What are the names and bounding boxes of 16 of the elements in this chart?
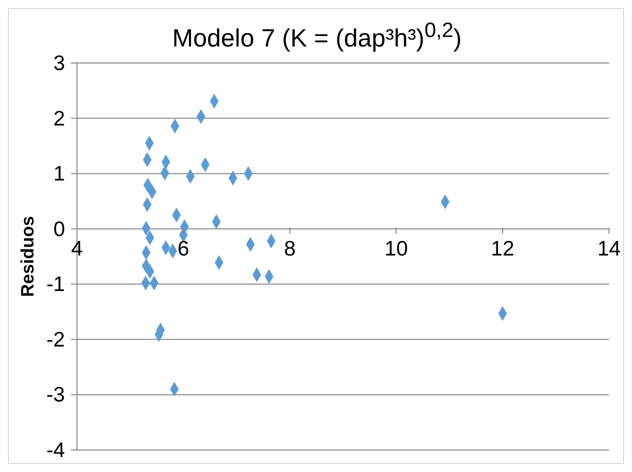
x-tick-label: 8 (284, 238, 296, 261)
y-tick-label: -3 (46, 384, 65, 407)
y-axis-title: Residuos (17, 216, 38, 298)
x-tick-label: 6 (178, 238, 190, 261)
y-tick-label: -1 (46, 273, 65, 296)
chart-title: Modelo 7 (K = (dap³h³)$^{0,2}$) (171, 19, 463, 54)
x-tick-label: 4 (71, 238, 84, 261)
y-tick-label: -2 (46, 328, 65, 352)
x-tick-label: 14 (597, 238, 621, 261)
y-tick-label: 2 (53, 107, 65, 130)
x-tick-label: 10 (384, 238, 408, 261)
y-tick-label: 1 (53, 162, 65, 186)
y-tick-label: 3 (53, 52, 65, 75)
y-tick-label: 0 (53, 218, 65, 241)
x-tick-label: 12 (490, 238, 514, 261)
y-tick-label: -4 (46, 439, 66, 462)
